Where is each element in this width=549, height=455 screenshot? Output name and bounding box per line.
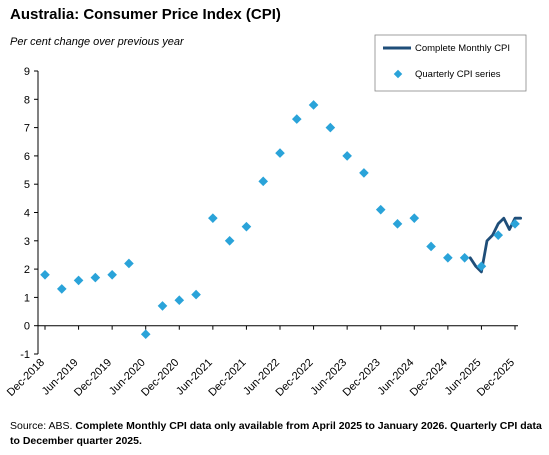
quarterly-cpi-point bbox=[258, 176, 269, 187]
chart-axes bbox=[37, 71, 518, 354]
quarterly-cpi-point bbox=[342, 151, 352, 161]
y-tick-label: 6 bbox=[24, 151, 30, 163]
source-note-bold: Complete Monthly CPI data only available… bbox=[10, 420, 542, 447]
source-note: Source: ABS. Complete Monthly CPI data o… bbox=[10, 419, 542, 449]
quarterly-cpi-point bbox=[275, 148, 285, 158]
y-tick-label: -1 bbox=[20, 349, 30, 361]
quarterly-cpi-point bbox=[325, 122, 336, 133]
quarterly-cpi-point bbox=[426, 241, 436, 252]
quarterly-cpi-point bbox=[191, 289, 201, 300]
quarterly-cpi-point bbox=[124, 258, 134, 269]
quarterly-cpi-point bbox=[107, 269, 117, 280]
quarterly-cpi-point bbox=[375, 204, 386, 215]
quarterly-cpi-point bbox=[90, 272, 101, 283]
y-tick-label: 9 bbox=[24, 66, 30, 78]
quarterly-cpi-point bbox=[224, 235, 235, 246]
y-tick-label: 8 bbox=[24, 94, 30, 106]
quarterly-series bbox=[40, 100, 520, 339]
quarterly-cpi-point bbox=[409, 213, 420, 223]
y-tick-label: 7 bbox=[24, 123, 30, 135]
y-tick-label: 4 bbox=[24, 208, 30, 220]
quarterly-cpi-point bbox=[140, 329, 151, 339]
quarterly-cpi-point bbox=[392, 219, 403, 229]
quarterly-cpi-point bbox=[359, 168, 369, 178]
legend-label-monthly: Complete Monthly CPI bbox=[415, 43, 510, 54]
legend-box bbox=[374, 34, 527, 92]
quarterly-cpi-point bbox=[73, 275, 84, 286]
x-axis-ticks: Dec-2018Jun-2019Dec-2019Jun-2020Dec-2020… bbox=[5, 325, 517, 399]
quarterly-cpi-point bbox=[40, 269, 50, 280]
chart-title: Australia: Consumer Price Index (CPI) bbox=[10, 6, 281, 23]
quarterly-cpi-point bbox=[291, 114, 302, 124]
quarterly-cpi-point bbox=[174, 295, 185, 306]
chart-subtitle: Per cent change over previous year bbox=[10, 36, 184, 48]
legend: Complete Monthly CPI Quarterly CPI serie… bbox=[374, 34, 527, 92]
quarterly-cpi-point bbox=[443, 252, 453, 263]
x-tick-label: Dec-2018 bbox=[5, 357, 47, 399]
quarterly-cpi-point bbox=[157, 301, 168, 311]
y-axis-ticks: -1 0 1 2 3 4 5 6 7 8 9 bbox=[20, 66, 38, 361]
source-prefix: Source: ABS. bbox=[10, 420, 76, 432]
y-tick-label: 2 bbox=[24, 264, 30, 276]
quarterly-cpi-point bbox=[56, 284, 67, 294]
y-tick-label: 5 bbox=[24, 179, 30, 191]
legend-marker-swatch bbox=[393, 69, 403, 79]
y-tick-label: 3 bbox=[24, 236, 30, 248]
legend-label-quarterly: Quarterly CPI series bbox=[415, 69, 501, 80]
quarterly-cpi-point bbox=[308, 100, 319, 110]
y-tick-label: 1 bbox=[24, 292, 30, 304]
quarterly-cpi-point bbox=[459, 252, 470, 263]
quarterly-cpi-point bbox=[208, 213, 218, 223]
quarterly-cpi-point bbox=[241, 221, 252, 232]
y-tick-label: 0 bbox=[24, 321, 30, 333]
